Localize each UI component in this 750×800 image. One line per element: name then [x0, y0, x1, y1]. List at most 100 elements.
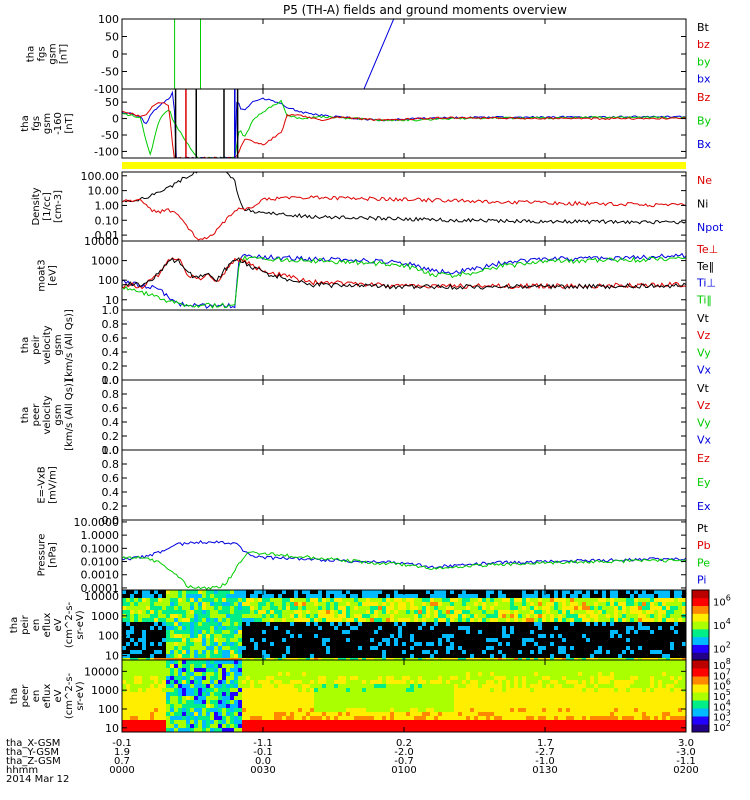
y-tick-label-6: 0.0: [102, 444, 120, 457]
legend-1: Bt bz by bx: [697, 21, 711, 85]
y-ticks-1: 100 50 0 -50 -100: [94, 13, 686, 96]
series-Te-4: [122, 257, 686, 291]
legend-8: Pt Pb Pe Pi: [697, 522, 711, 586]
y-axis-label-line: gsm: [53, 334, 64, 355]
y-tick-label-3: 100: [98, 703, 119, 716]
y-axis-label-line: eflux: [42, 684, 53, 709]
panel-9: 106 104 102 10000 1000 100 10 tha peir en eflux eV(…: [9, 589, 731, 663]
legend-2: Bz By Bx: [697, 91, 712, 151]
y-axis-label-line: gsm: [48, 43, 59, 64]
panel-frame-3: [121, 171, 687, 242]
y-tick-label-2: 1.0000: [81, 529, 120, 542]
legend-entry-Ti‖: Ti‖: [696, 294, 712, 307]
colorbar-band: [692, 597, 709, 607]
y-axis-label-line: -160: [53, 112, 64, 135]
y-tick-label-4: 0.10: [95, 214, 120, 227]
footer-value-3-2: 0.0: [255, 756, 271, 767]
y-axis-label-line: eflux: [42, 613, 53, 638]
legend-entry-Pi: Pi: [697, 573, 706, 586]
plot-lines-3: [122, 172, 686, 241]
panel-2: 50 0 -50 -100 tha fgs gsm -160 [nT] Bz By Bx: [20, 88, 712, 159]
legend-entry-Vx: Vx: [697, 433, 712, 446]
y-axis-label-line: [eV]: [48, 265, 59, 286]
footer-row-label-4: hhmm: [6, 765, 38, 776]
y-tick-label-3: 100: [98, 274, 119, 287]
y-ticks-2: 50 0 -50 -100: [94, 96, 686, 158]
panel-1: 100 50 0 -50 -100 tha fgs gsm [nT] Bt bz by bx: [26, 13, 711, 96]
legend-entry-Vy: Vy: [697, 416, 711, 429]
y-axis-label-line: [km/s (All Qs)]: [64, 379, 75, 451]
panel-frame-8: [121, 519, 687, 591]
y-tick-label-3: 0.6: [102, 332, 120, 345]
footer-value-3-5: -1.1: [676, 756, 696, 767]
y-axis-label-3: Density [1/cc] [cm-3]: [31, 187, 64, 225]
legend-entry-Bt: Bt: [697, 21, 710, 34]
spectrogram-9: [122, 590, 686, 660]
plot-lines-8: [122, 540, 686, 590]
y-axis-label-line: sr-eV): [75, 610, 86, 639]
y-tick-label-3: 100: [98, 630, 119, 643]
colorbar-tick-1: 106: [713, 594, 731, 609]
y-axis-label-line: (cm^2-s-: [64, 601, 75, 648]
y-axis-label-line: Density: [31, 187, 42, 225]
y-axis-label-line: tha: [26, 46, 37, 62]
panel-frame-5: [121, 309, 687, 381]
footer-value-2-5: -3.0: [676, 747, 696, 758]
y-axis-label-line: (cm^2-s-: [64, 672, 75, 719]
legend-entry-Vz: Vz: [697, 329, 711, 342]
colorbar-band: [692, 628, 709, 638]
y-tick-label-5: 0.01: [95, 229, 120, 242]
footer-value-1-5: 3.0: [678, 738, 694, 749]
series-bx-3: [363, 19, 395, 89]
legend-entry-Vx: Vx: [697, 363, 712, 376]
footer-value-4-3: 0100: [391, 765, 416, 776]
legend-4: Te⊥ Te‖ Ti⊥ Ti‖: [696, 243, 718, 307]
y-tick-label-4: 0.0100: [81, 556, 120, 569]
x-ticks-3: [121, 172, 687, 241]
y-ticks-7: 1.00.80.60.40.20.0: [102, 444, 686, 527]
y-tick-label-3: 1.00: [95, 199, 120, 212]
y-axis-label-line: eV: [53, 689, 64, 702]
colorbar-9: 106 104 102: [691, 589, 731, 661]
colorbar-band: [692, 724, 709, 733]
y-tick-label-5: 0.2: [102, 430, 120, 443]
y-axis-label-line: velocity: [42, 325, 53, 364]
y-axis-label-line: fgs: [37, 46, 48, 61]
footer-value-1-2: -1.1: [253, 738, 273, 749]
y-tick-label-6: 0.0001: [81, 582, 120, 595]
legend-entry-Ez: Ez: [697, 452, 710, 465]
legend-7: Ez Ey Ex: [697, 452, 711, 513]
plot-lines-2: [122, 89, 686, 158]
legend-entry-Te⊥: Te⊥: [696, 243, 718, 256]
footer-value-3-3: -0.7: [394, 756, 414, 767]
legend-entry-Vy: Vy: [697, 346, 711, 359]
y-tick-label-5: -100: [94, 83, 119, 96]
legend-entry-by: by: [697, 55, 711, 68]
legend-entry-Pt: Pt: [697, 522, 709, 535]
y-ticks-5: 1.00.80.60.40.20.0: [102, 304, 686, 387]
y-axis-label-4: moat3 [eV]: [37, 259, 59, 291]
y-tick-label-3: 0.6: [102, 472, 120, 485]
x-ticks-9: [121, 590, 687, 660]
y-tick-label-4: -100: [94, 145, 119, 158]
footer-value-3-1: 0.7: [114, 756, 130, 767]
legend-entry-bx: bx: [697, 72, 711, 85]
y-tick-label-2: 0: [112, 113, 119, 126]
y-tick-label-2: 1000: [91, 684, 119, 697]
spectrogram-10: [122, 660, 686, 732]
y-tick-label-2: 1000: [91, 610, 119, 623]
x-ticks-2: [121, 89, 687, 158]
legend-entry-Vt: Vt: [697, 312, 710, 325]
y-tick-label-6: 0.0: [102, 374, 120, 387]
y-tick-label-1: 100.00: [81, 170, 120, 183]
footer-value-2-1: 1.9: [114, 747, 130, 758]
footer-value-2-2: -0.1: [253, 747, 273, 758]
y-tick-label-1: 1.0: [102, 374, 120, 387]
y-axis-label-line: tha: [20, 337, 31, 353]
footer-value-4-1: 0000: [109, 765, 134, 776]
y-axis-label-line: tha: [9, 617, 20, 633]
legend-entry-Ni: Ni: [697, 198, 708, 211]
